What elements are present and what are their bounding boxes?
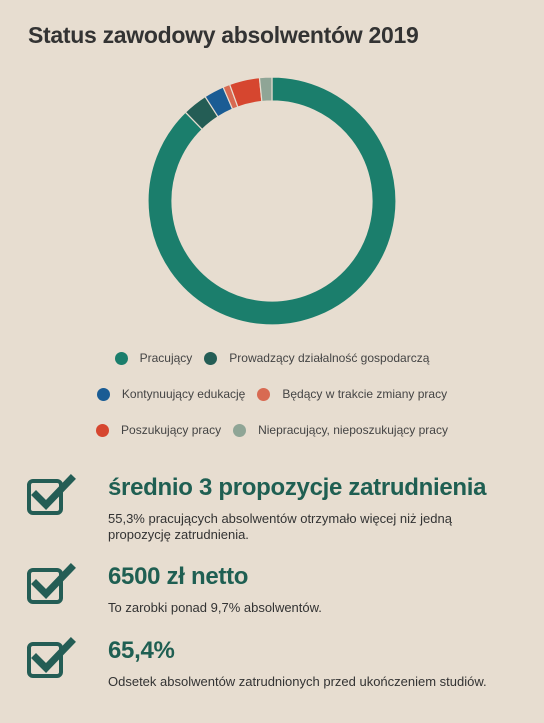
stat-heading: 65,4% xyxy=(108,637,175,664)
chart-legend: Pracujący Prowadzący działalność gospoda… xyxy=(0,340,544,448)
legend-label: Prowadzący działalność gospodarczą xyxy=(229,351,430,365)
stat-description: Odsetek absolwentów zatrudnionych przed … xyxy=(108,674,487,689)
checkbox-checked-icon xyxy=(27,563,76,604)
legend-row: Poszukujący pracy Niepracujący, nieposzu… xyxy=(0,412,544,448)
legend-swatch xyxy=(96,423,110,437)
stat-description: To zarobki ponad 9,7% absolwentów. xyxy=(108,600,322,615)
legend-swatch xyxy=(96,387,110,401)
donut-slice-0[interactable] xyxy=(147,76,397,326)
legend-item-pracujacy[interactable]: Pracujący xyxy=(114,351,193,365)
legend-item-niepracujacy[interactable]: Niepracujący, nieposzukujący pracy xyxy=(233,423,448,437)
checkbox-checked-icon xyxy=(27,474,76,515)
legend-label: Pracujący xyxy=(139,351,193,365)
legend-item-edukacja[interactable]: Kontynuujący edukację xyxy=(96,387,246,401)
stat-heading: 6500 zł netto xyxy=(108,563,249,590)
legend-item-poszukujacy[interactable]: Poszukujący pracy xyxy=(96,423,221,437)
legend-swatch xyxy=(257,387,271,401)
legend-label: Będący w trakcie zmiany pracy xyxy=(282,387,448,401)
page-title: Status zawodowy absolwentów 2019 xyxy=(28,22,419,48)
legend-label: Kontynuujący edukację xyxy=(121,387,246,401)
legend-label: Poszukujący pracy xyxy=(121,423,222,437)
legend-swatch xyxy=(114,351,128,365)
legend-swatch xyxy=(204,351,218,365)
stat-description: 55,3% pracujących absolwentów otrzymało … xyxy=(108,511,452,542)
legend-label: Niepracujący, nieposzukujący pracy xyxy=(258,423,448,437)
donut-slice-5[interactable] xyxy=(258,76,273,103)
stat-heading: średnio 3 propozycje zatrudnienia xyxy=(108,474,487,501)
legend-item-zmiana-pracy[interactable]: Będący w trakcie zmiany pracy xyxy=(257,387,447,401)
legend-swatch xyxy=(233,423,247,437)
legend-row: Kontynuujący edukację Będący w trakcie z… xyxy=(0,376,544,412)
donut-chart xyxy=(147,76,397,326)
legend-row: Pracujący Prowadzący działalność gospoda… xyxy=(0,340,544,376)
checkbox-checked-icon xyxy=(27,637,76,678)
legend-item-dzialalnosc[interactable]: Prowadzący działalność gospodarczą xyxy=(204,351,429,365)
